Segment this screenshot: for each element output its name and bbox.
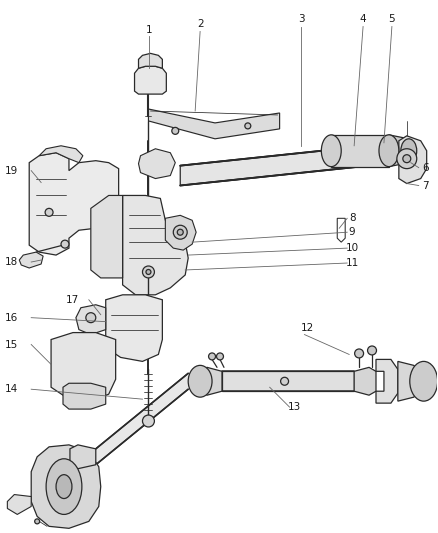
Text: 12: 12 (301, 322, 314, 333)
Polygon shape (134, 66, 166, 94)
Circle shape (45, 208, 53, 216)
Polygon shape (165, 215, 196, 250)
Polygon shape (138, 149, 175, 179)
Ellipse shape (188, 365, 212, 397)
Polygon shape (39, 146, 83, 163)
Circle shape (177, 229, 183, 235)
Ellipse shape (379, 135, 399, 167)
Text: 7: 7 (422, 181, 429, 190)
Polygon shape (399, 136, 427, 183)
Text: 2: 2 (197, 19, 203, 29)
Text: 11: 11 (346, 258, 359, 268)
Circle shape (146, 270, 151, 274)
Circle shape (281, 377, 289, 385)
Polygon shape (31, 445, 101, 528)
Polygon shape (19, 252, 43, 268)
Polygon shape (148, 109, 279, 139)
Circle shape (142, 415, 155, 427)
Circle shape (142, 266, 155, 278)
Text: 13: 13 (288, 402, 301, 412)
Polygon shape (389, 135, 409, 167)
Circle shape (245, 123, 251, 129)
Text: 16: 16 (5, 313, 18, 322)
Circle shape (216, 353, 223, 360)
Circle shape (208, 353, 215, 360)
Text: 9: 9 (349, 227, 356, 237)
Text: 18: 18 (5, 257, 18, 267)
Polygon shape (7, 495, 31, 514)
Text: 3: 3 (298, 13, 305, 23)
Polygon shape (63, 383, 106, 409)
Ellipse shape (410, 361, 438, 401)
Polygon shape (29, 153, 119, 255)
Polygon shape (376, 359, 398, 403)
Text: 17: 17 (66, 295, 80, 305)
Polygon shape (91, 196, 123, 278)
Circle shape (86, 313, 96, 322)
Polygon shape (331, 135, 389, 167)
Text: 6: 6 (422, 163, 429, 173)
Ellipse shape (401, 139, 417, 163)
Circle shape (403, 155, 411, 163)
Circle shape (367, 346, 377, 355)
Polygon shape (76, 305, 106, 335)
Text: 14: 14 (5, 384, 18, 394)
Text: 5: 5 (389, 13, 395, 23)
Polygon shape (200, 367, 222, 395)
Polygon shape (123, 196, 188, 295)
Polygon shape (180, 146, 369, 185)
Circle shape (61, 240, 69, 248)
Polygon shape (70, 445, 96, 469)
Polygon shape (398, 361, 424, 401)
Polygon shape (106, 295, 162, 361)
Ellipse shape (56, 475, 72, 498)
Text: 19: 19 (5, 166, 18, 175)
Ellipse shape (46, 459, 82, 514)
Text: 10: 10 (346, 243, 359, 253)
Circle shape (173, 225, 187, 239)
Ellipse shape (321, 135, 341, 167)
Circle shape (355, 349, 364, 358)
Text: 1: 1 (146, 25, 153, 35)
Text: 8: 8 (349, 213, 356, 223)
Circle shape (172, 127, 179, 134)
Circle shape (35, 519, 40, 524)
Polygon shape (138, 53, 162, 68)
Polygon shape (96, 373, 188, 465)
Polygon shape (354, 367, 376, 395)
Text: 15: 15 (5, 340, 18, 350)
Polygon shape (51, 333, 116, 401)
Polygon shape (222, 372, 354, 391)
Text: 4: 4 (360, 13, 367, 23)
Circle shape (397, 149, 417, 168)
